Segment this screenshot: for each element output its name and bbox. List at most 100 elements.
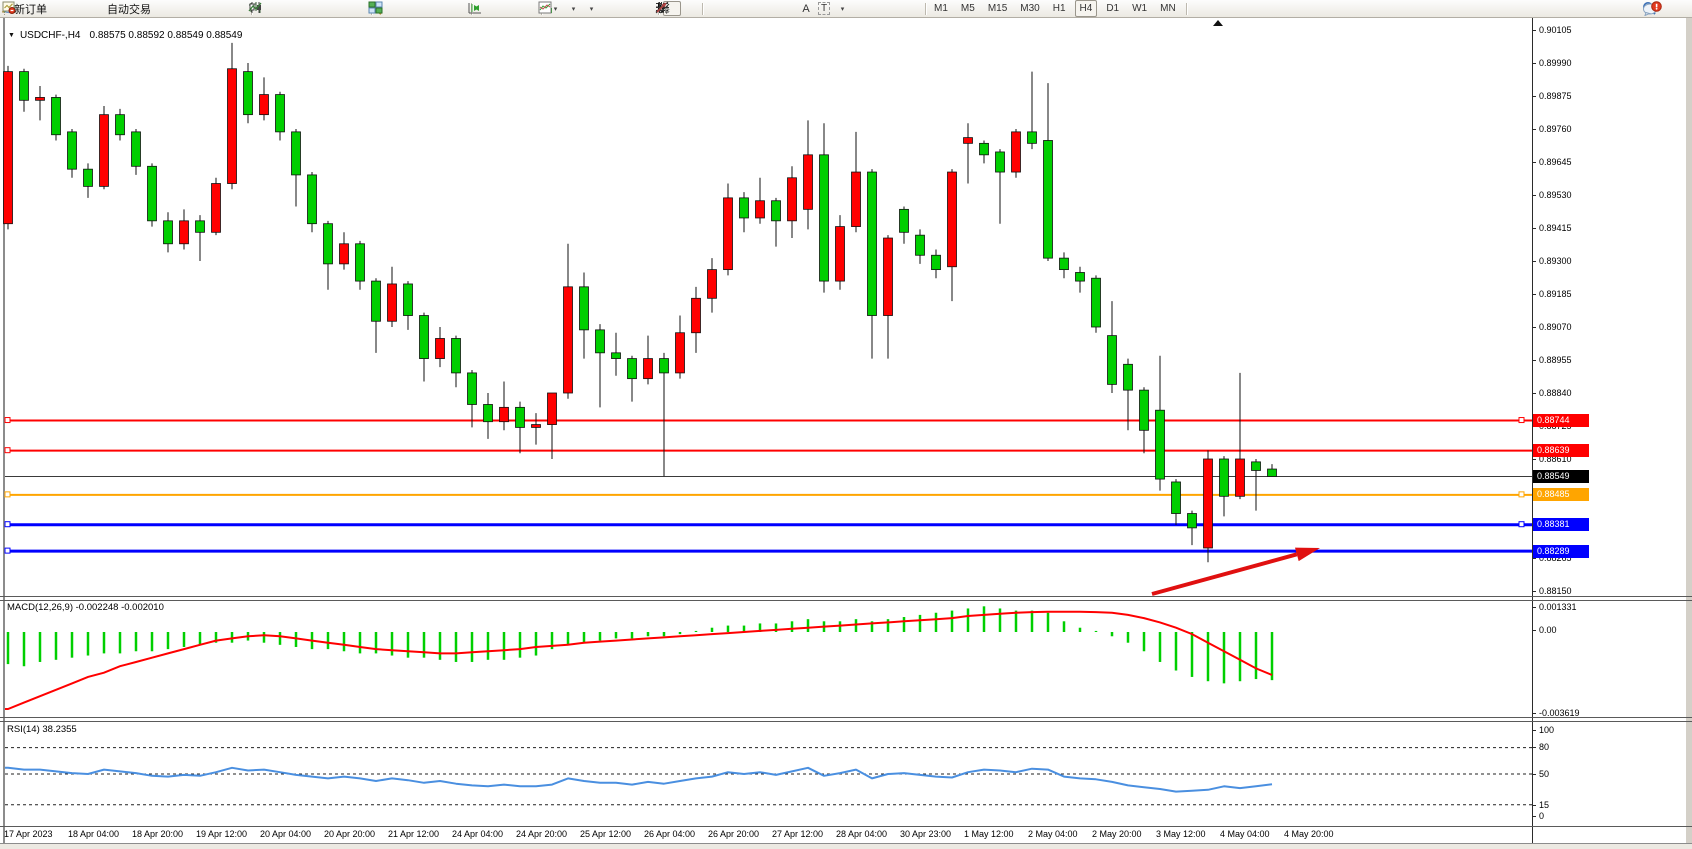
chart-type-group	[248, 1, 310, 16]
candle	[419, 315, 429, 359]
macd-value-signal: -0.002010	[121, 602, 164, 613]
timeframe-button-h4[interactable]: H4	[1074, 0, 1098, 17]
level-handle-left[interactable]	[4, 447, 11, 454]
line-chart-button[interactable]	[248, 1, 310, 16]
time-axis-label: 24 Apr 20:00	[516, 829, 568, 839]
time-axis-label: 18 Apr 20:00	[132, 829, 184, 839]
timeframe-button-w1[interactable]: W1	[1132, 3, 1148, 14]
toolbar-separator	[1185, 2, 1188, 15]
feedback-button[interactable]	[1643, 1, 1678, 16]
candle	[1043, 140, 1053, 259]
level-price-badge: 0.88289	[1533, 544, 1589, 558]
zoom-out-button[interactable]	[369, 1, 412, 16]
candle	[979, 142, 989, 156]
candle	[83, 168, 93, 187]
tile-windows-button[interactable]	[368, 1, 430, 16]
navigator-button[interactable]	[2, 1, 67, 16]
one-click-panel-toggle-icon[interactable]: ▼	[8, 32, 15, 39]
chart-shift-marker[interactable]	[1213, 20, 1223, 26]
candle	[467, 372, 477, 405]
time-axis-label: 27 Apr 12:00	[772, 829, 824, 839]
candle	[99, 114, 109, 187]
candle	[1011, 131, 1021, 173]
arrows-dropdown-arrow[interactable]: ▾	[840, 5, 845, 13]
main-macd-splitter[interactable]	[0, 596, 1692, 597]
price-axis-tick-label: 0.88610	[1539, 454, 1572, 464]
candle	[627, 358, 637, 380]
timeframe-button-d1[interactable]: D1	[1106, 3, 1120, 14]
line-chart-icon	[248, 2, 262, 12]
toolbar-separator	[702, 2, 704, 15]
crosshair-tool-button[interactable]	[656, 1, 699, 16]
level-handle-right[interactable]	[1518, 521, 1525, 528]
level-handle-left[interactable]	[4, 417, 11, 424]
level-handle-right[interactable]	[1518, 417, 1525, 424]
indicator-group: ▾ ▾ ▾	[538, 1, 600, 16]
timeframe-button-h1[interactable]: H1	[1052, 3, 1066, 14]
level-handle-right[interactable]	[1518, 491, 1525, 498]
candle	[915, 234, 925, 256]
annotation-arrow-shaft[interactable]	[1151, 552, 1298, 596]
candle	[51, 97, 61, 136]
candlestick-chart-button[interactable]	[249, 1, 292, 16]
svg-text:F: F	[666, 10, 670, 14]
level-handle-left[interactable]	[4, 547, 11, 554]
macd-rsi-splitter[interactable]	[0, 717, 1692, 718]
candle	[227, 68, 237, 184]
price-axis-line	[1532, 18, 1533, 843]
price-axis-tick	[1532, 261, 1536, 262]
timeframe-button-m1[interactable]: M1	[934, 3, 948, 14]
timeframe-button-m5[interactable]: M5	[960, 3, 975, 14]
trendline-tool-button[interactable]	[655, 1, 761, 16]
candle	[1027, 131, 1037, 144]
chart-window[interactable]	[0, 18, 1692, 844]
time-axis-label: 2 May 20:00	[1092, 829, 1142, 839]
text-tool-button[interactable]: A	[797, 1, 815, 16]
candle	[243, 71, 253, 116]
time-axis-label: 30 Apr 23:00	[900, 829, 952, 839]
timeframe-button-mn[interactable]: MN	[1160, 3, 1176, 14]
text-label-tool-button[interactable]: T	[815, 1, 833, 16]
timeframe-button-m15[interactable]: M15	[987, 3, 1008, 14]
macd-axis-tick-label: -0.003619	[1539, 708, 1580, 718]
horizontal-line-tool-button[interactable]	[656, 1, 743, 16]
equidistant-channel-tool-button[interactable]: E	[655, 1, 779, 16]
fibonacci-tool-button[interactable]: F	[656, 1, 797, 16]
candle	[611, 352, 621, 359]
market-watch-button[interactable]	[2, 1, 85, 16]
candle	[867, 171, 877, 316]
candle	[643, 358, 653, 380]
annotation-arrow-head[interactable]	[1295, 547, 1320, 562]
candle	[451, 338, 461, 374]
signals-button[interactable]	[3, 1, 103, 16]
periods-dropdown-arrow[interactable]: ▾	[571, 5, 576, 13]
rsi-axis-tick-label: 0	[1539, 811, 1545, 821]
macd-axis-tick	[1532, 630, 1536, 631]
candle	[259, 94, 269, 116]
price-axis-tick-label: 0.88955	[1539, 355, 1572, 365]
level-handle-left[interactable]	[4, 491, 11, 498]
chart-shift-button[interactable]	[468, 1, 512, 16]
auto-trading-button[interactable]: 自动交易	[2, 1, 153, 16]
chart-title: ▼ USDCHF-,H4 0.88575 0.88592 0.88549 0.8…	[8, 30, 242, 41]
macd-rsi-splitter-line2[interactable]	[0, 721, 1692, 722]
rsi-line	[5, 766, 1273, 793]
arrows-tool-button[interactable]: ▾	[656, 1, 851, 16]
level-handle-left[interactable]	[4, 521, 11, 528]
templates-button[interactable]: ▾	[538, 1, 600, 16]
vertical-line-tool-button[interactable]	[659, 1, 725, 16]
templates-dropdown-arrow[interactable]: ▾	[589, 5, 594, 13]
time-axis-separator	[0, 826, 1692, 827]
level-price-badge: 0.88744	[1533, 414, 1589, 428]
candle	[931, 254, 941, 271]
candle	[435, 338, 445, 359]
price-axis-tick	[1532, 327, 1536, 328]
periods-button[interactable]: ▾	[538, 1, 582, 16]
indicators-dropdown-arrow[interactable]: ▾	[553, 5, 558, 13]
candle	[1171, 481, 1181, 514]
current-price-badge: 0.88549	[1533, 470, 1589, 483]
main-macd-splitter-line2[interactable]	[0, 600, 1692, 601]
timeframe-button-m30[interactable]: M30	[1020, 3, 1040, 14]
candle	[515, 406, 525, 428]
